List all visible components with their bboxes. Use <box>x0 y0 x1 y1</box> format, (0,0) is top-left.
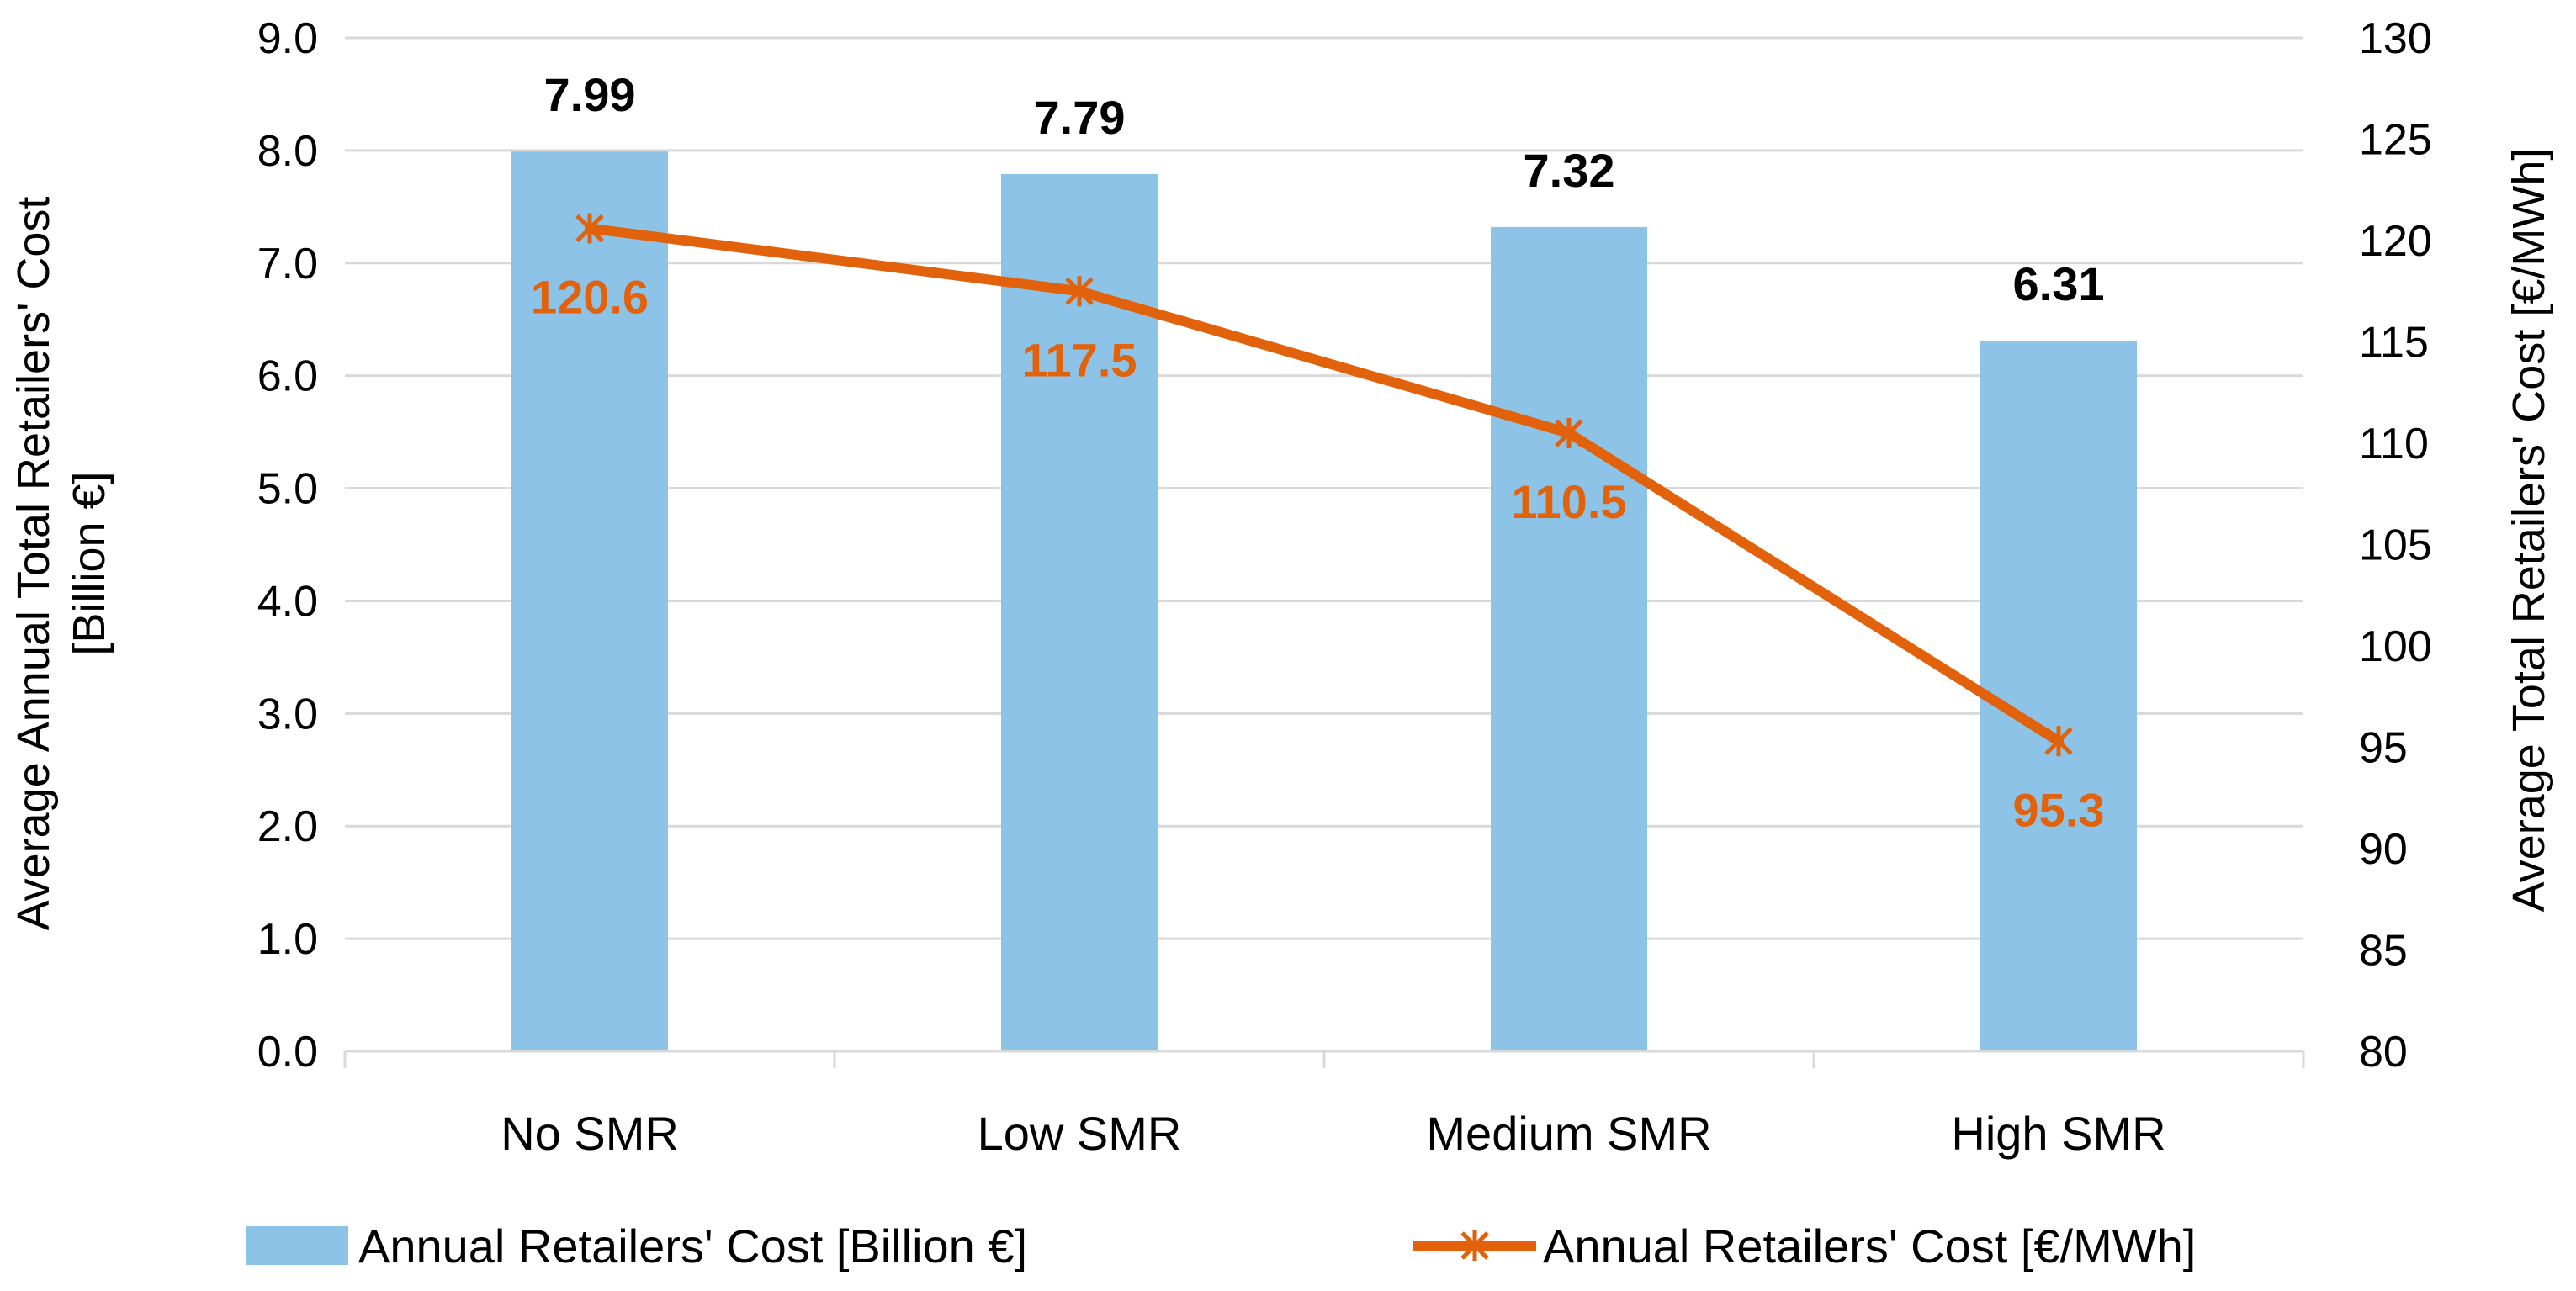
legend: Annual Retailers' Cost [Billion €] Annua… <box>246 1220 2196 1272</box>
line-series <box>575 213 2073 757</box>
asterisk-marker <box>1555 417 1583 448</box>
bar <box>511 151 668 1051</box>
bar <box>1001 174 1158 1051</box>
category-label: Low SMR <box>978 1107 1182 1160</box>
line-value-label: 110.5 <box>1511 475 1626 528</box>
left-axis-title: Average Annual Total Retailers' Cost <box>8 197 59 931</box>
series-line <box>585 223 2064 747</box>
right-axis-ticks: 80 85 90 95 100 105 110 115 120 125 130 <box>2359 14 2432 1077</box>
category-labels: No SMR Low SMR Medium SMR High SMR <box>501 1107 2165 1160</box>
left-tick-label: 2.0 <box>257 802 318 851</box>
asterisk-marker <box>2044 726 2073 757</box>
asterisk-marker <box>575 213 604 244</box>
line-data-labels: 120.6 117.5 110.5 95.3 <box>531 271 2105 837</box>
left-axis-ticks: 0.0 1.0 2.0 3.0 4.0 5.0 6.0 7.0 8.0 9.0 <box>257 14 318 1077</box>
category-label: Medium SMR <box>1426 1107 1711 1160</box>
left-tick-label: 7.0 <box>257 240 318 288</box>
right-tick-label: 90 <box>2359 825 2408 874</box>
left-tick-label: 6.0 <box>257 352 318 401</box>
line-value-label: 95.3 <box>2013 783 2105 836</box>
right-tick-label: 95 <box>2359 724 2408 773</box>
left-axis-title-unit: [Billion €] <box>64 471 114 655</box>
left-tick-label: 3.0 <box>257 690 318 738</box>
bar-value-label: 7.99 <box>544 68 636 121</box>
gridlines <box>345 36 2303 940</box>
right-tick-label: 120 <box>2359 217 2432 266</box>
right-tick-label: 100 <box>2359 622 2432 671</box>
line-value-label: 117.5 <box>1021 333 1137 386</box>
bar-value-label: 6.31 <box>2013 257 2105 310</box>
bar-series <box>511 151 2137 1051</box>
category-label: No SMR <box>501 1107 679 1160</box>
legend-swatch-bar <box>246 1226 348 1265</box>
bar-value-label: 7.32 <box>1524 144 1615 197</box>
right-tick-label: 85 <box>2359 927 2408 976</box>
right-tick-label: 125 <box>2359 116 2432 165</box>
left-tick-label: 9.0 <box>257 14 318 63</box>
bar-value-label: 7.79 <box>1034 91 1126 144</box>
right-tick-label: 105 <box>2359 521 2432 570</box>
line-value-label: 120.6 <box>531 271 649 324</box>
bar <box>1980 341 2137 1051</box>
axes <box>343 1050 2305 1068</box>
left-tick-label: 5.0 <box>257 465 318 514</box>
right-axis-title: Average Total Retailers' Cost [€/MWh] <box>2504 148 2554 913</box>
right-tick-label: 115 <box>2359 319 2429 368</box>
asterisk-marker <box>1065 276 1094 307</box>
legend-marker-icon <box>1460 1230 1489 1261</box>
right-tick-label: 130 <box>2359 14 2432 63</box>
legend-label-line: Annual Retailers' Cost [€/MWh] <box>1543 1220 2196 1272</box>
bar <box>1491 226 1647 1051</box>
left-tick-label: 4.0 <box>257 577 318 626</box>
left-tick-label: 8.0 <box>257 127 318 176</box>
right-tick-label: 110 <box>2359 420 2429 468</box>
right-tick-label: 80 <box>2359 1028 2408 1077</box>
left-tick-label: 0.0 <box>257 1028 318 1077</box>
left-tick-label: 1.0 <box>257 915 318 964</box>
legend-label-bar: Annual Retailers' Cost [Billion €] <box>358 1220 1027 1272</box>
category-label: High SMR <box>1951 1107 2165 1160</box>
bar-data-labels: 7.99 7.79 7.32 6.31 <box>544 68 2105 310</box>
